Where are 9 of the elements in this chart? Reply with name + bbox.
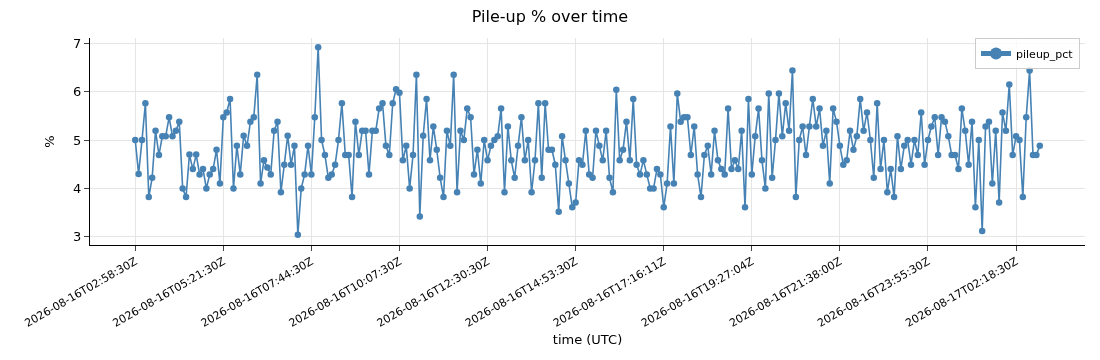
y-tick-label: 5 <box>73 132 82 148</box>
legend-label: pileup_pct <box>1016 47 1074 61</box>
y-tick-label: 3 <box>73 229 82 245</box>
y-tick-label: 4 <box>73 180 82 196</box>
x-axis-title: time (UTC) <box>552 332 623 348</box>
chart-title: Pile-up % over time <box>471 7 629 26</box>
y-tick-label: 6 <box>73 84 82 100</box>
y-tick-label: 7 <box>73 35 82 51</box>
y-axis-title: % <box>42 135 58 148</box>
